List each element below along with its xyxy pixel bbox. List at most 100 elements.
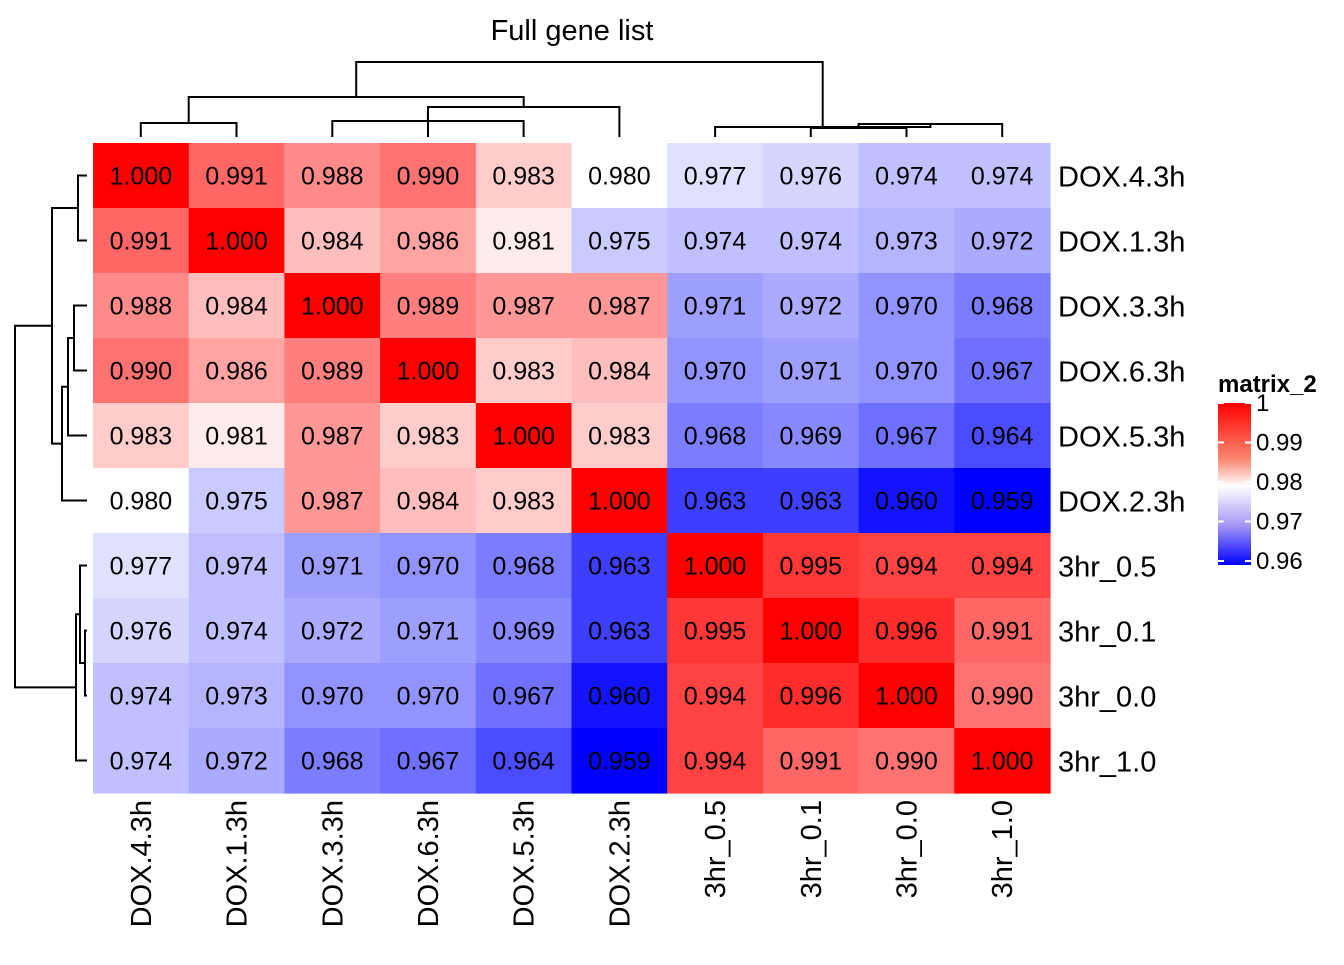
column-label: 3hr_0.1 [796, 800, 828, 898]
cell-value-label: 1.000 [110, 163, 173, 191]
cell-value-label: 0.994 [684, 748, 747, 776]
cell-value-label: 0.974 [779, 228, 842, 256]
cell-value-label: 0.991 [110, 228, 173, 256]
legend-tick-label: 1 [1256, 390, 1269, 417]
cell-value-label: 0.960 [588, 683, 651, 711]
cell-value-label: 0.990 [110, 358, 173, 386]
cell-value-label: 0.990 [875, 748, 938, 776]
cell-value-label: 0.974 [684, 228, 747, 256]
cell-value-label: 0.976 [110, 618, 173, 646]
cell-value-label: 0.976 [779, 163, 842, 191]
cell-value-label: 0.970 [301, 683, 364, 711]
dendrogram-branch [62, 387, 87, 501]
cell-value-label: 0.972 [971, 228, 1034, 256]
legend-color-bar [1218, 403, 1251, 565]
row-label: DOX.3.3h [1058, 292, 1185, 324]
cell-value-label: 0.981 [492, 228, 555, 256]
row-dendrogram [15, 176, 87, 761]
dendrogram-branch [141, 123, 237, 137]
dendrogram-branch [189, 97, 524, 123]
cell-value-label: 0.996 [875, 618, 938, 646]
cell-value-label: 0.972 [205, 748, 268, 776]
cell-value-label: 0.986 [205, 358, 268, 386]
cell-value-label: 0.980 [110, 488, 173, 516]
cell-value-label: 0.970 [397, 683, 460, 711]
cell-value-label: 0.987 [301, 488, 364, 516]
cell-value-label: 0.974 [971, 163, 1034, 191]
cell-value-label: 0.984 [301, 228, 364, 256]
cell-value-label: 1.000 [301, 293, 364, 321]
cell-value-label: 0.984 [397, 488, 460, 516]
cell-value-label: 0.974 [875, 163, 938, 191]
dendrogram-branch [356, 62, 823, 127]
row-label: DOX.2.3h [1058, 487, 1185, 519]
cell-value-label: 1.000 [205, 228, 268, 256]
cell-value-label: 0.968 [684, 423, 747, 451]
legend-tick-label: 0.99 [1256, 430, 1303, 457]
cell-value-label: 0.983 [492, 358, 555, 386]
cell-value-label: 1.000 [492, 423, 555, 451]
cell-value-label: 0.968 [971, 293, 1034, 321]
cell-value-label: 0.967 [397, 748, 460, 776]
cell-value-label: 1.000 [779, 618, 842, 646]
cell-value-label: 0.990 [397, 163, 460, 191]
cell-value-label: 0.972 [301, 618, 364, 646]
cell-value-label: 0.959 [971, 488, 1034, 516]
cell-value-label: 0.983 [397, 423, 460, 451]
cell-value-label: 0.971 [684, 293, 747, 321]
cell-value-label: 0.968 [492, 553, 555, 581]
cell-value-label: 0.983 [588, 423, 651, 451]
cell-value-label: 0.964 [492, 748, 555, 776]
legend-tick-label: 0.98 [1256, 469, 1303, 496]
dendrogram-branch [85, 631, 87, 696]
cell-value-label: 0.983 [110, 423, 173, 451]
column-label: 3hr_0.0 [892, 800, 924, 898]
cell-value-label: 0.983 [492, 488, 555, 516]
cell-value-label: 0.963 [588, 553, 651, 581]
cell-value-label: 1.000 [971, 748, 1034, 776]
cell-value-label: 0.972 [779, 293, 842, 321]
legend-tick-label: 0.96 [1256, 548, 1303, 575]
cell-value-label: 0.988 [301, 163, 364, 191]
cell-value-label: 0.973 [205, 683, 268, 711]
cell-value-label: 0.994 [684, 683, 747, 711]
column-label: DOX.6.3h [413, 800, 445, 927]
column-label: DOX.4.3h [126, 800, 158, 927]
row-label: 3hr_0.1 [1058, 617, 1156, 649]
cell-value-label: 0.963 [684, 488, 747, 516]
dendrogram-branch [811, 128, 907, 137]
cell-value-label: 0.984 [588, 358, 651, 386]
cell-value-label: 0.984 [205, 293, 268, 321]
column-label: DOX.1.3h [222, 800, 254, 927]
cell-value-label: 0.960 [875, 488, 938, 516]
cell-value-label: 1.000 [588, 488, 651, 516]
cell-value-label: 0.967 [875, 423, 938, 451]
cell-value-label: 0.975 [205, 488, 268, 516]
cell-value-label: 1.000 [397, 358, 460, 386]
row-label: 3hr_0.0 [1058, 682, 1156, 714]
cell-value-label: 0.971 [301, 553, 364, 581]
cell-value-label: 0.980 [588, 163, 651, 191]
cell-value-label: 0.963 [779, 488, 842, 516]
dendrogram-branch [74, 306, 87, 371]
row-label: DOX.5.3h [1058, 422, 1185, 454]
cell-value-label: 0.994 [875, 553, 938, 581]
cell-value-label: 0.974 [110, 748, 173, 776]
column-label: DOX.2.3h [604, 800, 636, 927]
row-label: DOX.6.3h [1058, 357, 1185, 389]
cell-value-label: 0.974 [110, 683, 173, 711]
cell-value-label: 0.970 [397, 553, 460, 581]
cell-value-label: 0.974 [205, 618, 268, 646]
cell-value-label: 0.970 [684, 358, 747, 386]
cell-value-label: 0.975 [588, 228, 651, 256]
column-label: 3hr_1.0 [987, 800, 1019, 898]
cell-value-label: 0.987 [588, 293, 651, 321]
cell-value-label: 0.971 [397, 618, 460, 646]
cell-value-label: 1.000 [684, 553, 747, 581]
column-dendrogram [141, 62, 1002, 137]
cell-value-label: 0.991 [779, 748, 842, 776]
cell-value-label: 0.981 [205, 423, 268, 451]
